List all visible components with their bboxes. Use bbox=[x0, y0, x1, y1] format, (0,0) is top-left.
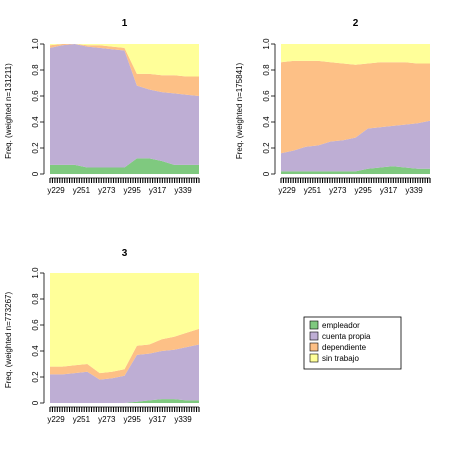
area-sin-trabajo bbox=[50, 44, 199, 77]
y-tick-label: 0.8 bbox=[31, 293, 40, 305]
y-axis-label: Freq. (weighted n=175841) bbox=[235, 63, 244, 160]
x-tick-label: y273 bbox=[98, 415, 116, 424]
area-empleador bbox=[50, 399, 199, 403]
legend-label: sin trabajo bbox=[322, 354, 359, 363]
y-tick-label: 0.2 bbox=[31, 371, 40, 383]
y-tick-label: 0.2 bbox=[262, 142, 271, 154]
chart-title: 1 bbox=[122, 18, 128, 29]
chart-panel-2: 2 Freq. (weighted n=175841) 0 0.2 0.4 0.6 0.… bbox=[235, 18, 431, 195]
y-tick-label: 0.6 bbox=[31, 319, 40, 331]
legend-label: empleador bbox=[322, 321, 360, 330]
x-tick-label: y317 bbox=[380, 186, 398, 195]
x-tick-label: y229 bbox=[278, 186, 296, 195]
legend: empleador cuenta propia dependiente sin … bbox=[303, 316, 402, 370]
x-tick-label: y295 bbox=[124, 415, 142, 424]
y-axis-label: Freq. (weighted n=131211) bbox=[4, 63, 13, 159]
y-axis-label: Freq. (weighted n=773267) bbox=[4, 292, 13, 389]
chart-panel-3: 3 Freq. (weighted n=773267) 0 0.2 0.4 0.6 0.… bbox=[4, 248, 200, 424]
area-sin-trabajo bbox=[281, 44, 430, 65]
y-tick-label: 0.8 bbox=[31, 64, 40, 76]
legend-swatch bbox=[309, 342, 319, 352]
x-tick-label: y295 bbox=[355, 186, 373, 195]
y-tick-label: 0.2 bbox=[31, 142, 40, 154]
area-cuenta-propia bbox=[281, 120, 430, 172]
x-tick-label: y339 bbox=[174, 186, 192, 195]
y-tick-label: 0.6 bbox=[31, 90, 40, 102]
y-tick-label: 0 bbox=[31, 400, 40, 405]
area-empleador bbox=[281, 166, 430, 174]
x-tick-label: y295 bbox=[124, 186, 142, 195]
x-tick-label: y339 bbox=[174, 415, 192, 424]
legend-box bbox=[303, 316, 402, 370]
legend-swatch bbox=[309, 353, 319, 363]
chart-title: 2 bbox=[353, 18, 359, 29]
legend-label: dependiente bbox=[322, 343, 367, 352]
x-tick-label: y251 bbox=[304, 186, 322, 195]
y-tick-label: 0.6 bbox=[262, 90, 271, 102]
area-sin-trabajo bbox=[50, 273, 199, 374]
y-tick-label: 0.4 bbox=[262, 116, 271, 128]
y-tick-label: 1.0 bbox=[262, 38, 271, 50]
area-dependiente bbox=[281, 60, 430, 154]
y-tick-label: 0 bbox=[262, 171, 271, 176]
x-tick-label: y229 bbox=[47, 186, 65, 195]
y-tick-label: 0.4 bbox=[31, 116, 40, 128]
legend-swatch bbox=[309, 331, 319, 341]
area-dependiente bbox=[50, 328, 199, 380]
y-tick-label: 0.4 bbox=[31, 345, 40, 357]
x-tick-label: y251 bbox=[73, 415, 91, 424]
chart-title: 3 bbox=[122, 248, 128, 259]
x-tick-label: y317 bbox=[149, 415, 167, 424]
x-tick-label: y317 bbox=[149, 186, 167, 195]
x-tick-label: y273 bbox=[98, 186, 116, 195]
area-cuenta-propia bbox=[50, 44, 199, 168]
chart-panel-1: 1 Freq. (weighted n=131211) 0 0.2 0.4 0.6 0.… bbox=[4, 18, 200, 195]
legend-swatch bbox=[309, 320, 319, 330]
area-cuenta-propia bbox=[50, 344, 199, 403]
area-dependiente bbox=[50, 44, 199, 96]
x-tick-label: y273 bbox=[329, 186, 347, 195]
area-empleador bbox=[50, 158, 199, 174]
y-tick-label: 1.0 bbox=[31, 38, 40, 50]
legend-label: cuenta propia bbox=[322, 332, 371, 341]
y-tick-label: 0 bbox=[31, 171, 40, 176]
x-tick-label: y339 bbox=[405, 186, 423, 195]
y-tick-label: 1.0 bbox=[31, 267, 40, 279]
y-tick-label: 0.8 bbox=[262, 64, 271, 76]
x-tick-label: y229 bbox=[47, 415, 65, 424]
x-tick-label: y251 bbox=[73, 186, 91, 195]
